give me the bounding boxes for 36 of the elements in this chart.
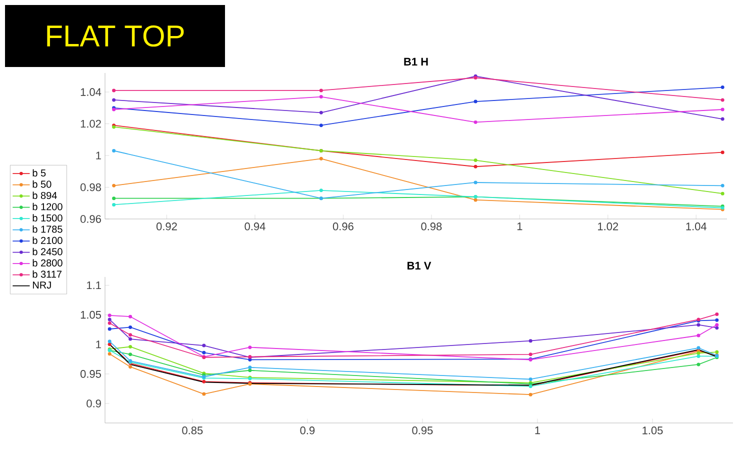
legend-label: b 2100 — [32, 236, 62, 244]
legend-label: b 2800 — [32, 259, 62, 266]
y-tick-label: 1 — [96, 340, 101, 348]
x-tick-label: 0.92 — [156, 222, 177, 230]
x-tick-label: 0.95 — [412, 426, 433, 434]
x-tick-label: 0.9 — [300, 426, 315, 434]
legend-label: b 3117 — [32, 270, 62, 278]
y-tick-label: 1.04 — [80, 88, 102, 96]
x-tick-label: 0.94 — [244, 222, 266, 230]
x-tick-label: 1 — [535, 426, 540, 434]
y-tick-label: 0.95 — [80, 370, 101, 378]
y-tick-label: 1.05 — [80, 310, 101, 319]
x-tick-label: 1.05 — [642, 426, 663, 434]
legend-label: b 2450 — [32, 248, 62, 256]
x-tick-label: 1.02 — [598, 222, 618, 230]
chart-title: B1 H — [404, 58, 428, 66]
legend-label: b 50 — [32, 180, 52, 188]
legend-label: b 1500 — [32, 214, 62, 222]
legend-label: b 5 — [32, 169, 46, 177]
x-tick-label: 0.96 — [332, 222, 354, 230]
x-tick-label: 1.04 — [686, 222, 706, 230]
y-tick-label: 0.9 — [86, 400, 101, 408]
y-tick-label: 0.96 — [80, 215, 101, 223]
y-tick-label: 1.1 — [87, 281, 101, 290]
legend-label: b 1785 — [32, 225, 62, 233]
x-tick-label: 1 — [517, 222, 522, 230]
legend-label: NRJ — [32, 282, 51, 289]
y-tick-label: 1 — [96, 152, 101, 160]
y-tick-label: 0.98 — [80, 183, 101, 192]
legend-label: b 894 — [32, 192, 57, 200]
x-tick-label: 0.98 — [421, 222, 442, 230]
y-tick-label: 1.02 — [80, 120, 101, 128]
legend-label: b 1200 — [32, 202, 62, 210]
text: FLAT TOP — [47, 25, 184, 47]
x-tick-label: 0.85 — [182, 426, 203, 434]
chart-title: B1 V — [408, 262, 432, 270]
